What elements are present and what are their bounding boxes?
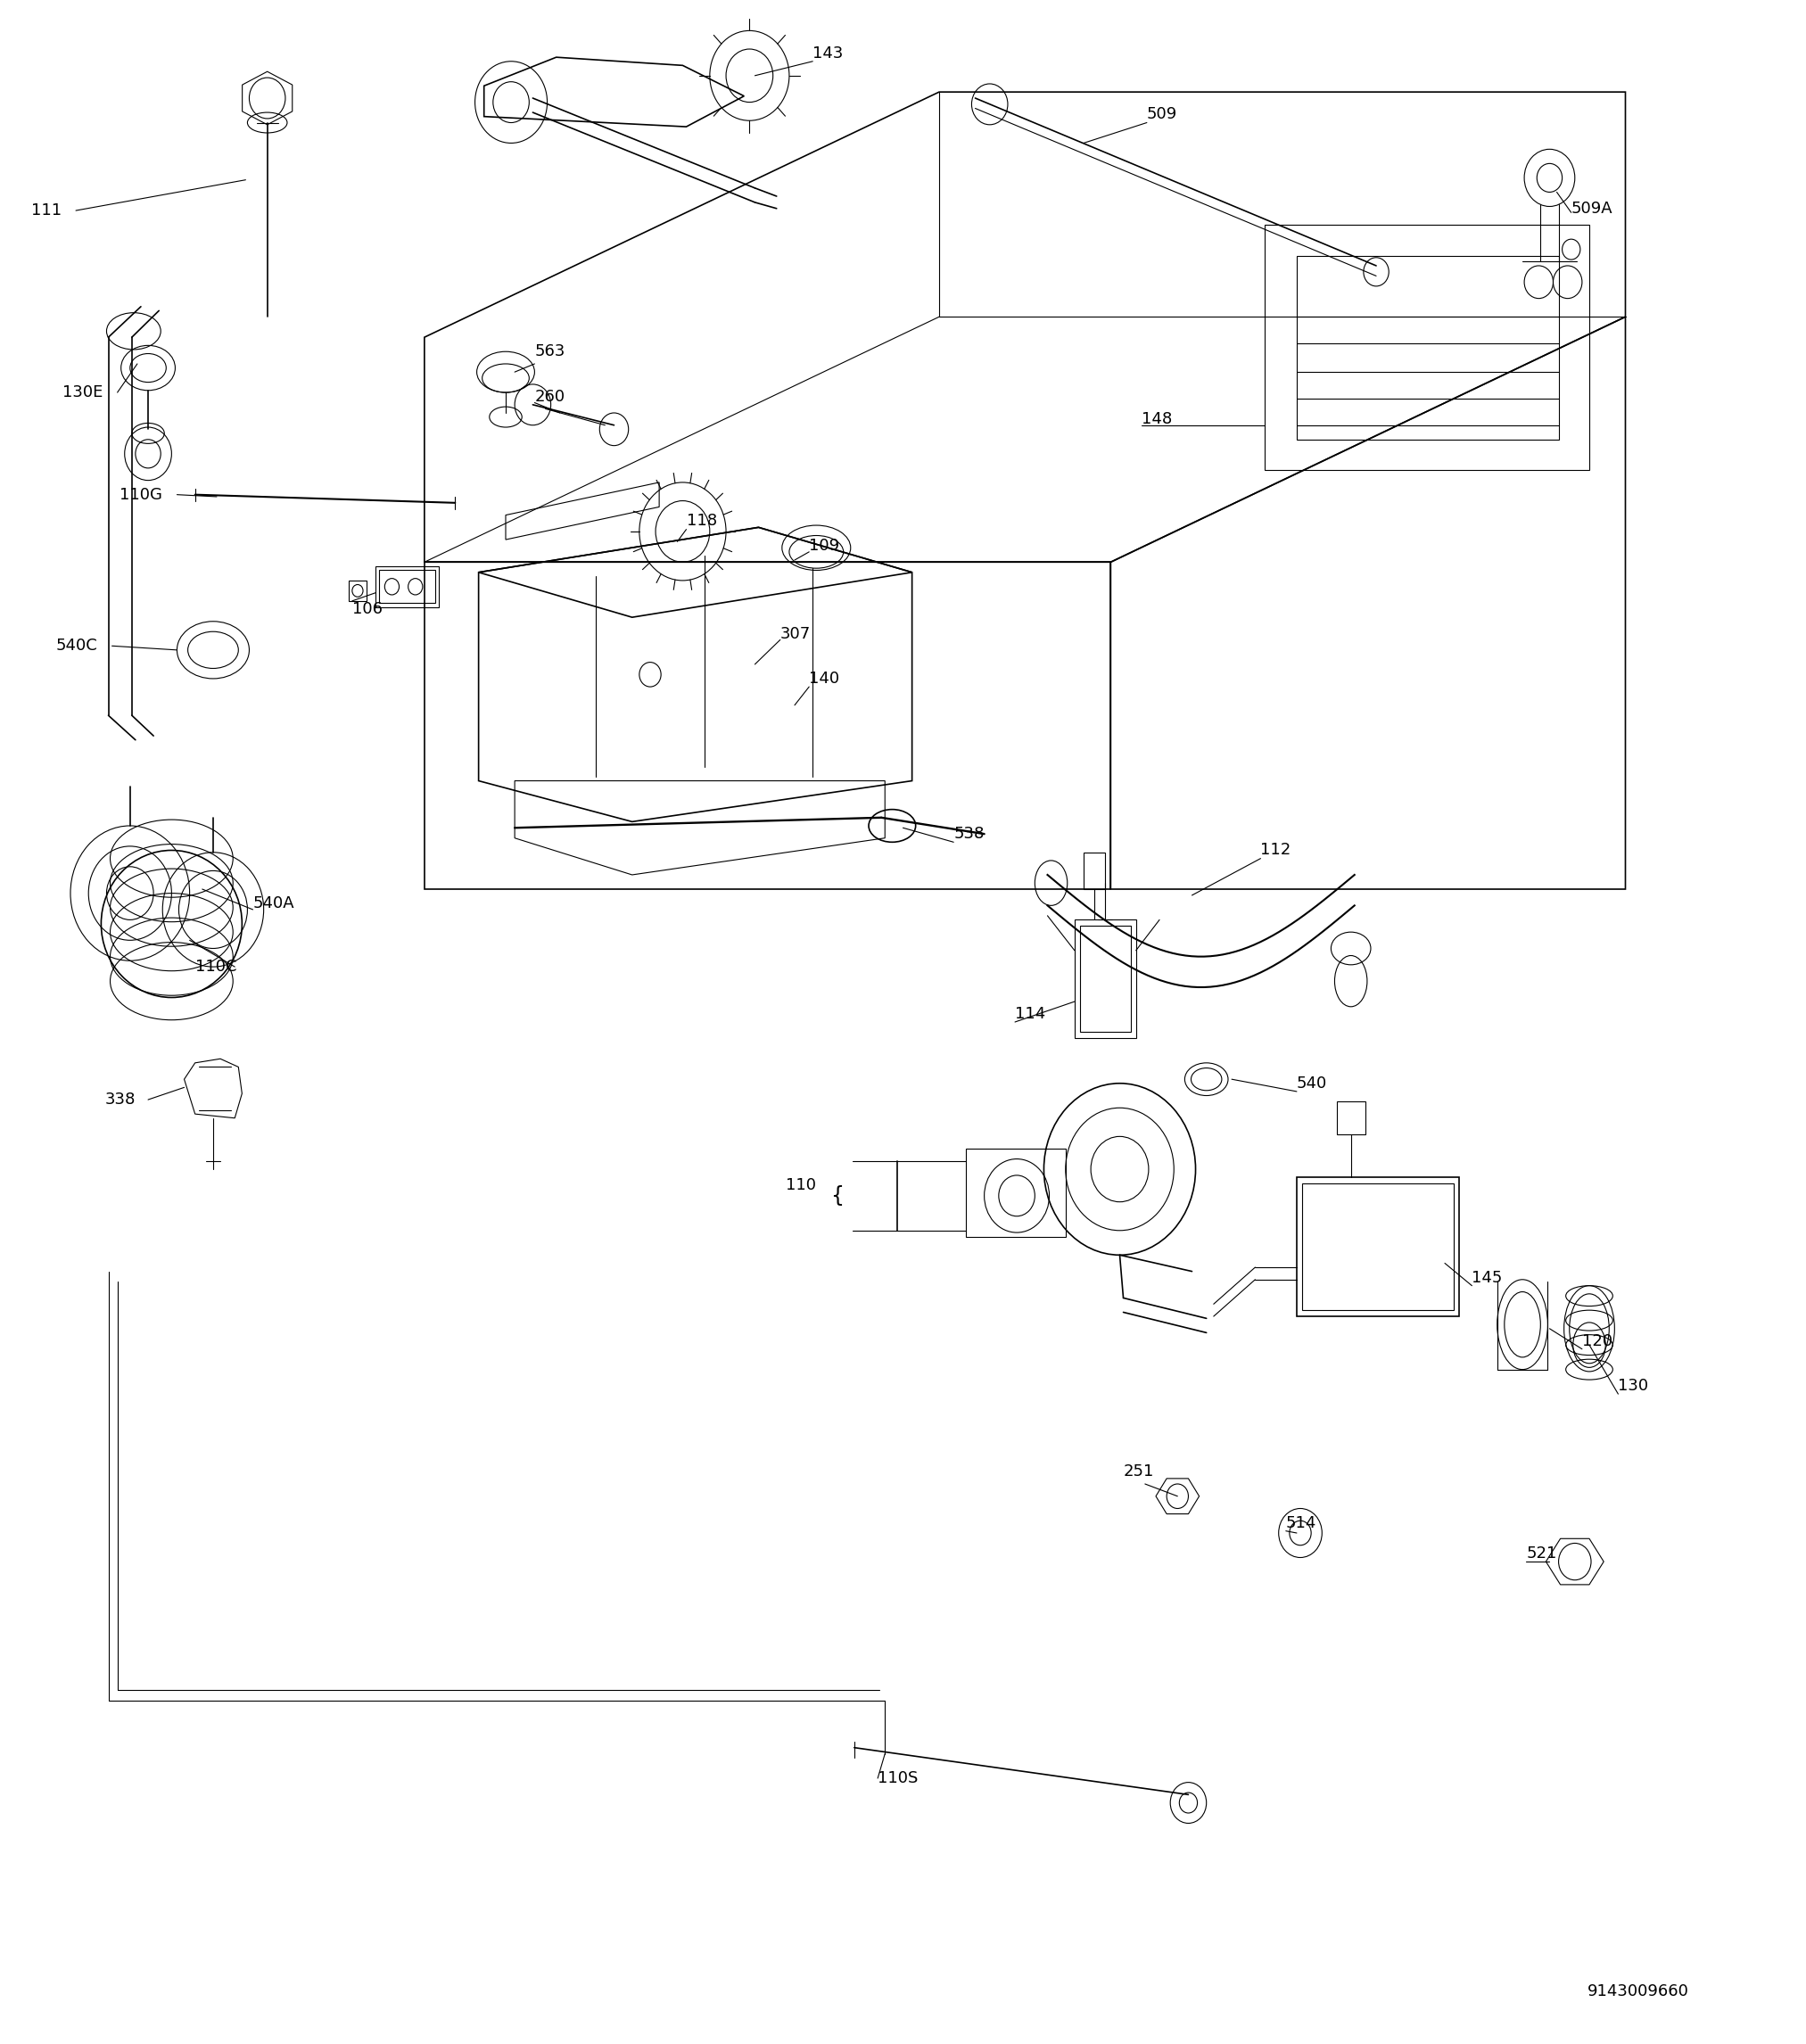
Text: 9143009660: 9143009660	[1587, 1983, 1689, 1999]
Text: 143: 143	[813, 45, 843, 61]
Text: 118: 118	[686, 513, 717, 529]
Bar	[1264, 225, 1589, 470]
Text: 251: 251	[1123, 1464, 1154, 1480]
Bar	[379, 570, 435, 603]
Text: 148: 148	[1141, 411, 1172, 427]
Bar	[1084, 852, 1105, 889]
Bar	[1297, 1177, 1459, 1316]
Bar	[376, 566, 439, 607]
Text: 538: 538	[954, 826, 984, 842]
Text: 110: 110	[786, 1177, 816, 1194]
Bar	[1075, 920, 1136, 1038]
Text: 110S: 110S	[878, 1770, 917, 1786]
Text: 338: 338	[105, 1091, 135, 1108]
Text: 509A: 509A	[1571, 200, 1613, 217]
Text: 540C: 540C	[56, 638, 98, 654]
Text: 540A: 540A	[253, 895, 294, 912]
Bar	[1297, 256, 1559, 439]
Text: 120: 120	[1582, 1333, 1613, 1349]
Bar	[1080, 926, 1131, 1032]
Polygon shape	[242, 72, 293, 125]
Text: 110C: 110C	[195, 959, 237, 975]
Text: 307: 307	[780, 625, 811, 642]
Text: 109: 109	[809, 538, 840, 554]
Text: 145: 145	[1472, 1269, 1503, 1286]
Polygon shape	[1546, 1539, 1604, 1584]
Text: 563: 563	[535, 343, 565, 360]
Text: 112: 112	[1261, 842, 1291, 858]
Text: 540: 540	[1297, 1075, 1327, 1091]
Text: 140: 140	[809, 670, 840, 687]
Text: 260: 260	[535, 388, 565, 405]
Text: 514: 514	[1286, 1515, 1317, 1531]
Text: 509: 509	[1147, 106, 1178, 123]
Text: 130: 130	[1618, 1378, 1649, 1394]
Text: 114: 114	[1015, 1006, 1046, 1022]
Bar	[1336, 1102, 1365, 1134]
Text: 521: 521	[1526, 1545, 1557, 1562]
Text: 106: 106	[352, 601, 383, 617]
Polygon shape	[1156, 1478, 1199, 1515]
Bar	[349, 580, 367, 601]
Text: 130E: 130E	[63, 384, 103, 401]
Text: 110G: 110G	[119, 486, 163, 503]
Text: 111: 111	[31, 202, 61, 219]
Bar	[1302, 1183, 1454, 1310]
Text: {: {	[831, 1186, 843, 1206]
